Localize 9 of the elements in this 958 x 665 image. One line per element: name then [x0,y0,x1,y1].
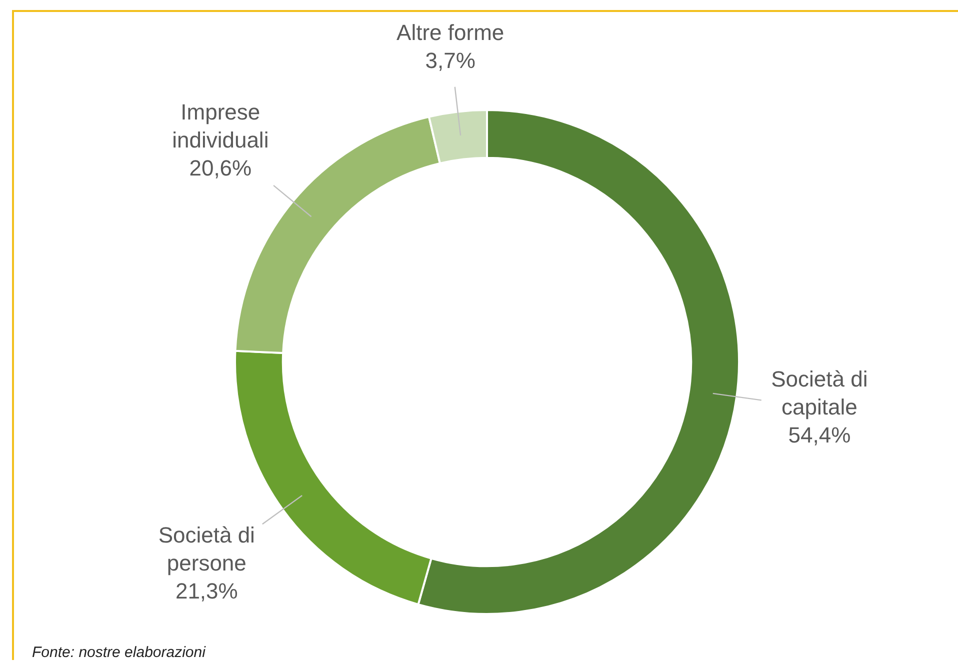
slice-label: Società di capitale [771,366,868,420]
source-note: Fonte: nostre elaborazioni [32,644,206,661]
data-label: 54,4% [788,422,851,448]
data-label: 21,3% [175,578,238,604]
slice-label: Società di persone [158,522,255,576]
slice-label: Altre forme [396,20,504,46]
slice-label: Imprese individuali [172,100,269,153]
data-label: 20,6% [189,156,252,181]
data-label: 3,7% [425,48,476,74]
